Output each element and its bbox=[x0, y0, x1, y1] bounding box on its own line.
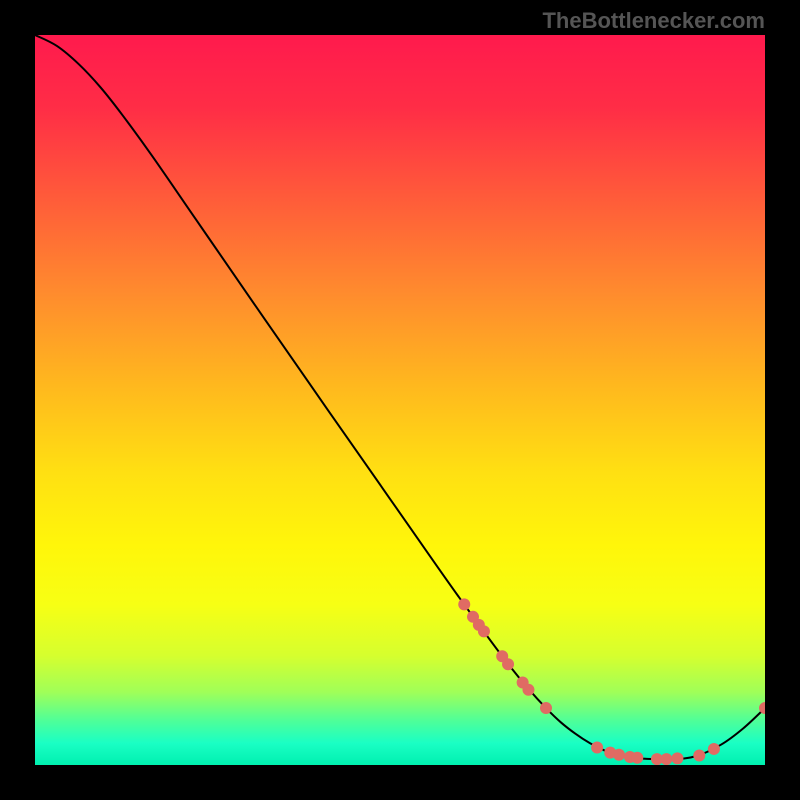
markers-group bbox=[458, 598, 765, 765]
marker-dot bbox=[693, 750, 705, 762]
marker-dot bbox=[591, 741, 603, 753]
bottleneck-curve bbox=[35, 35, 765, 765]
marker-dot bbox=[671, 752, 683, 764]
stage: TheBottlenecker.com bbox=[0, 0, 800, 800]
watermark-text: TheBottlenecker.com bbox=[542, 8, 765, 34]
marker-dot bbox=[458, 598, 470, 610]
marker-dot bbox=[502, 658, 514, 670]
marker-dot bbox=[478, 625, 490, 637]
plot-area bbox=[35, 35, 765, 765]
marker-dot bbox=[631, 752, 643, 764]
marker-dot bbox=[613, 749, 625, 761]
curve-path bbox=[35, 35, 765, 759]
marker-dot bbox=[522, 684, 534, 696]
marker-dot bbox=[708, 743, 720, 755]
marker-dot bbox=[540, 702, 552, 714]
marker-dot bbox=[660, 753, 672, 765]
